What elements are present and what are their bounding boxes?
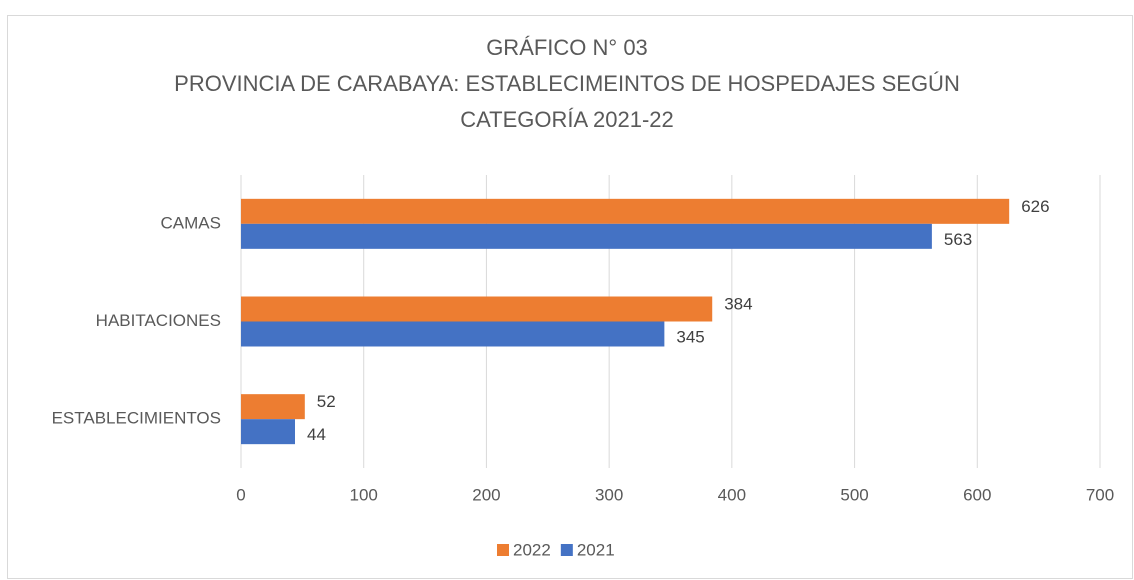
- chart-title: CATEGORÍA 2021-22: [460, 107, 674, 132]
- data-label: 626: [1021, 197, 1049, 216]
- x-tick-label: 0: [236, 485, 245, 504]
- chart-title: PROVINCIA DE CARABAYA: ESTABLECIMEINTOS …: [174, 71, 960, 96]
- bar: [241, 394, 305, 420]
- legend-swatch: [497, 544, 509, 556]
- legend-label: 2021: [577, 540, 615, 559]
- y-tick-label: CAMAS: [161, 213, 221, 232]
- x-tick-label: 300: [595, 485, 623, 504]
- bar: [241, 419, 295, 445]
- x-tick-label: 100: [350, 485, 378, 504]
- bar: [241, 321, 665, 347]
- chart-title: GRÁFICO N° 03: [486, 35, 648, 60]
- x-tick-label: 200: [472, 485, 500, 504]
- bar: [241, 198, 1010, 224]
- bar: [241, 223, 932, 249]
- x-tick-label: 700: [1086, 485, 1114, 504]
- data-label: 345: [676, 327, 704, 346]
- legend-swatch: [560, 544, 573, 556]
- legend-label: 2022: [513, 540, 551, 559]
- bar: [241, 296, 713, 322]
- y-tick-label: ESTABLECIMIENTOS: [52, 409, 221, 428]
- y-tick-label: HABITACIONES: [96, 311, 221, 330]
- data-label: 384: [724, 294, 752, 313]
- x-tick-label: 400: [718, 485, 746, 504]
- x-tick-label: 600: [963, 485, 991, 504]
- data-label: 52: [317, 392, 336, 411]
- x-tick-label: 500: [840, 485, 868, 504]
- data-label: 563: [944, 230, 972, 249]
- data-label: 44: [307, 425, 326, 444]
